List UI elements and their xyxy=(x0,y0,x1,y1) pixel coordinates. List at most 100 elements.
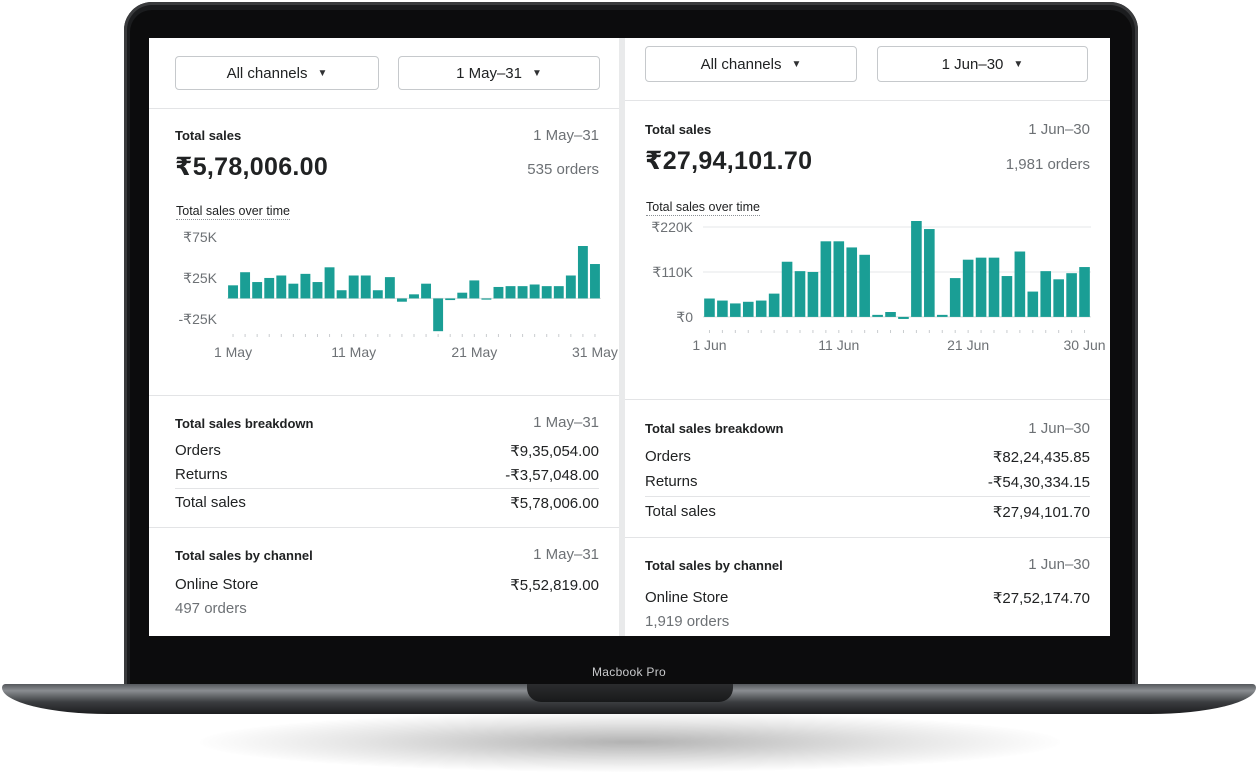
sales-over-time-link[interactable]: Total sales over time xyxy=(176,204,290,220)
chart-bar[interactable] xyxy=(1079,267,1090,317)
chart-bar[interactable] xyxy=(312,282,323,299)
chart-bar[interactable] xyxy=(445,298,456,301)
chart-bar[interactable] xyxy=(755,300,767,317)
date-filter-label: 1 Jun–30 xyxy=(941,55,1004,73)
chart-bar[interactable] xyxy=(577,246,588,299)
may-report-panel: All channels ▼ 1 May–31 ▼ Total sales 1 … xyxy=(149,38,619,636)
chart-bar[interactable] xyxy=(276,275,287,299)
breakdown-total-value: ₹27,94,101.70 xyxy=(992,504,1090,521)
channel-value: ₹27,52,174.70 xyxy=(992,590,1090,607)
chart-bar[interactable] xyxy=(1066,273,1077,317)
chart-bar[interactable] xyxy=(820,241,832,317)
chart-bar[interactable] xyxy=(590,264,600,299)
breakdown-orders-value: ₹9,35,054.00 xyxy=(510,443,599,460)
chart-bar[interactable] xyxy=(1053,279,1064,317)
breakdown-range: 1 Jun–30 xyxy=(1028,420,1090,437)
chart-bar[interactable] xyxy=(252,282,263,299)
panel-divider xyxy=(619,38,625,636)
breakdown-range: 1 May–31 xyxy=(533,414,599,431)
chart-bar[interactable] xyxy=(433,298,444,332)
chart-bar[interactable] xyxy=(988,257,1000,317)
chart-bar[interactable] xyxy=(1014,251,1026,317)
laptop-screen: All channels ▼ 1 May–31 ▼ Total sales 1 … xyxy=(149,38,1110,636)
x-tick-label: 11 Jun xyxy=(818,337,859,353)
chart-bar[interactable] xyxy=(962,259,974,317)
date-filter-label: 1 May–31 xyxy=(456,64,522,82)
chart-bar[interactable] xyxy=(1040,271,1052,317)
chart-bar[interactable] xyxy=(348,275,359,299)
chart-bar[interactable] xyxy=(409,294,419,299)
chart-bar[interactable] xyxy=(360,275,371,299)
chart-bar[interactable] xyxy=(457,292,468,299)
chart-bar[interactable] xyxy=(288,283,299,299)
laptop-hinge-notch xyxy=(527,684,733,702)
chart-bar[interactable] xyxy=(730,303,741,317)
chart-bar[interactable] xyxy=(949,278,961,317)
channel-filter-dropdown[interactable]: All channels ▼ xyxy=(645,46,857,82)
chart-bar[interactable] xyxy=(240,272,251,299)
chart-bar[interactable] xyxy=(924,229,935,317)
chart-bar[interactable] xyxy=(505,286,516,299)
chart-bar[interactable] xyxy=(717,300,728,317)
chart-bar[interactable] xyxy=(1001,276,1013,317)
sales-breakdown-card: Total sales breakdown 1 May–31 Orders ₹9… xyxy=(149,396,619,528)
chart-bar[interactable] xyxy=(846,247,858,317)
chart-bar[interactable] xyxy=(794,271,806,317)
total-sales-amount: ₹27,94,101.70 xyxy=(645,147,813,175)
channel-value: ₹5,52,819.00 xyxy=(510,577,599,594)
channel-filter-dropdown[interactable]: All channels ▼ xyxy=(175,56,379,90)
chart-bar[interactable] xyxy=(1027,291,1039,317)
date-filter-dropdown[interactable]: 1 May–31 ▼ xyxy=(398,56,600,90)
chart-bar[interactable] xyxy=(781,261,793,317)
chart-bar[interactable] xyxy=(264,277,275,299)
chart-bar[interactable] xyxy=(481,298,492,300)
chart-bar[interactable] xyxy=(859,254,870,317)
chart-bar[interactable] xyxy=(704,298,715,317)
total-sales-card: Total sales 1 Jun–30 ₹27,94,101.70 1,981… xyxy=(625,101,1110,400)
x-tick-label: 31 May xyxy=(572,344,618,360)
chart-bar[interactable] xyxy=(324,267,335,299)
chart-bar[interactable] xyxy=(300,273,311,299)
chart-bar[interactable] xyxy=(742,301,754,317)
filter-bar: All channels ▼ 1 Jun–30 ▼ xyxy=(625,38,1110,101)
chart-bar[interactable] xyxy=(911,221,922,317)
total-sales-label: Total sales xyxy=(175,128,242,143)
x-tick-label: 30 Jun xyxy=(1064,337,1106,353)
sales-by-channel-card: Total sales by channel 1 Jun–30 Online S… xyxy=(625,538,1110,636)
chart-bar[interactable] xyxy=(517,286,528,299)
breakdown-label: Total sales breakdown xyxy=(645,421,784,436)
sales-over-time-link[interactable]: Total sales over time xyxy=(646,200,760,216)
x-tick-label: 11 May xyxy=(331,344,376,360)
by-channel-range: 1 Jun–30 xyxy=(1028,556,1090,573)
breakdown-returns-value: -₹54,30,334.15 xyxy=(987,474,1090,491)
channel-name: Online Store xyxy=(645,589,729,606)
chart-bar[interactable] xyxy=(833,241,845,317)
chart-bar[interactable] xyxy=(807,271,819,317)
chart-bar[interactable] xyxy=(936,314,948,317)
x-tick-label: 1 May xyxy=(214,344,252,360)
breakdown-divider xyxy=(645,496,1090,497)
chart-bar[interactable] xyxy=(553,286,564,299)
chart-bar[interactable] xyxy=(372,290,383,299)
chart-bar[interactable] xyxy=(975,257,987,317)
chart-bar[interactable] xyxy=(336,290,347,299)
x-tick-label: 21 May xyxy=(451,344,497,360)
chart-bar[interactable] xyxy=(469,280,480,299)
chart-bar[interactable] xyxy=(396,298,407,302)
y-tick-label: -₹25K xyxy=(179,311,218,327)
chart-bar[interactable] xyxy=(898,316,909,319)
chart-bar[interactable] xyxy=(541,286,552,299)
chart-bar[interactable] xyxy=(228,285,238,299)
breakdown-returns-value: -₹3,57,048.00 xyxy=(505,467,599,484)
y-tick-label: ₹0 xyxy=(676,309,693,325)
chart-bar[interactable] xyxy=(565,275,576,299)
date-filter-dropdown[interactable]: 1 Jun–30 ▼ xyxy=(877,46,1088,82)
chart-bar[interactable] xyxy=(529,284,540,299)
chart-bar[interactable] xyxy=(384,277,395,299)
chart-bar[interactable] xyxy=(768,293,780,317)
chart-bar[interactable] xyxy=(493,286,504,299)
chart-bar[interactable] xyxy=(421,283,432,299)
chart-bar[interactable] xyxy=(872,314,883,317)
by-channel-label: Total sales by channel xyxy=(175,548,313,563)
chart-bar[interactable] xyxy=(885,312,896,317)
